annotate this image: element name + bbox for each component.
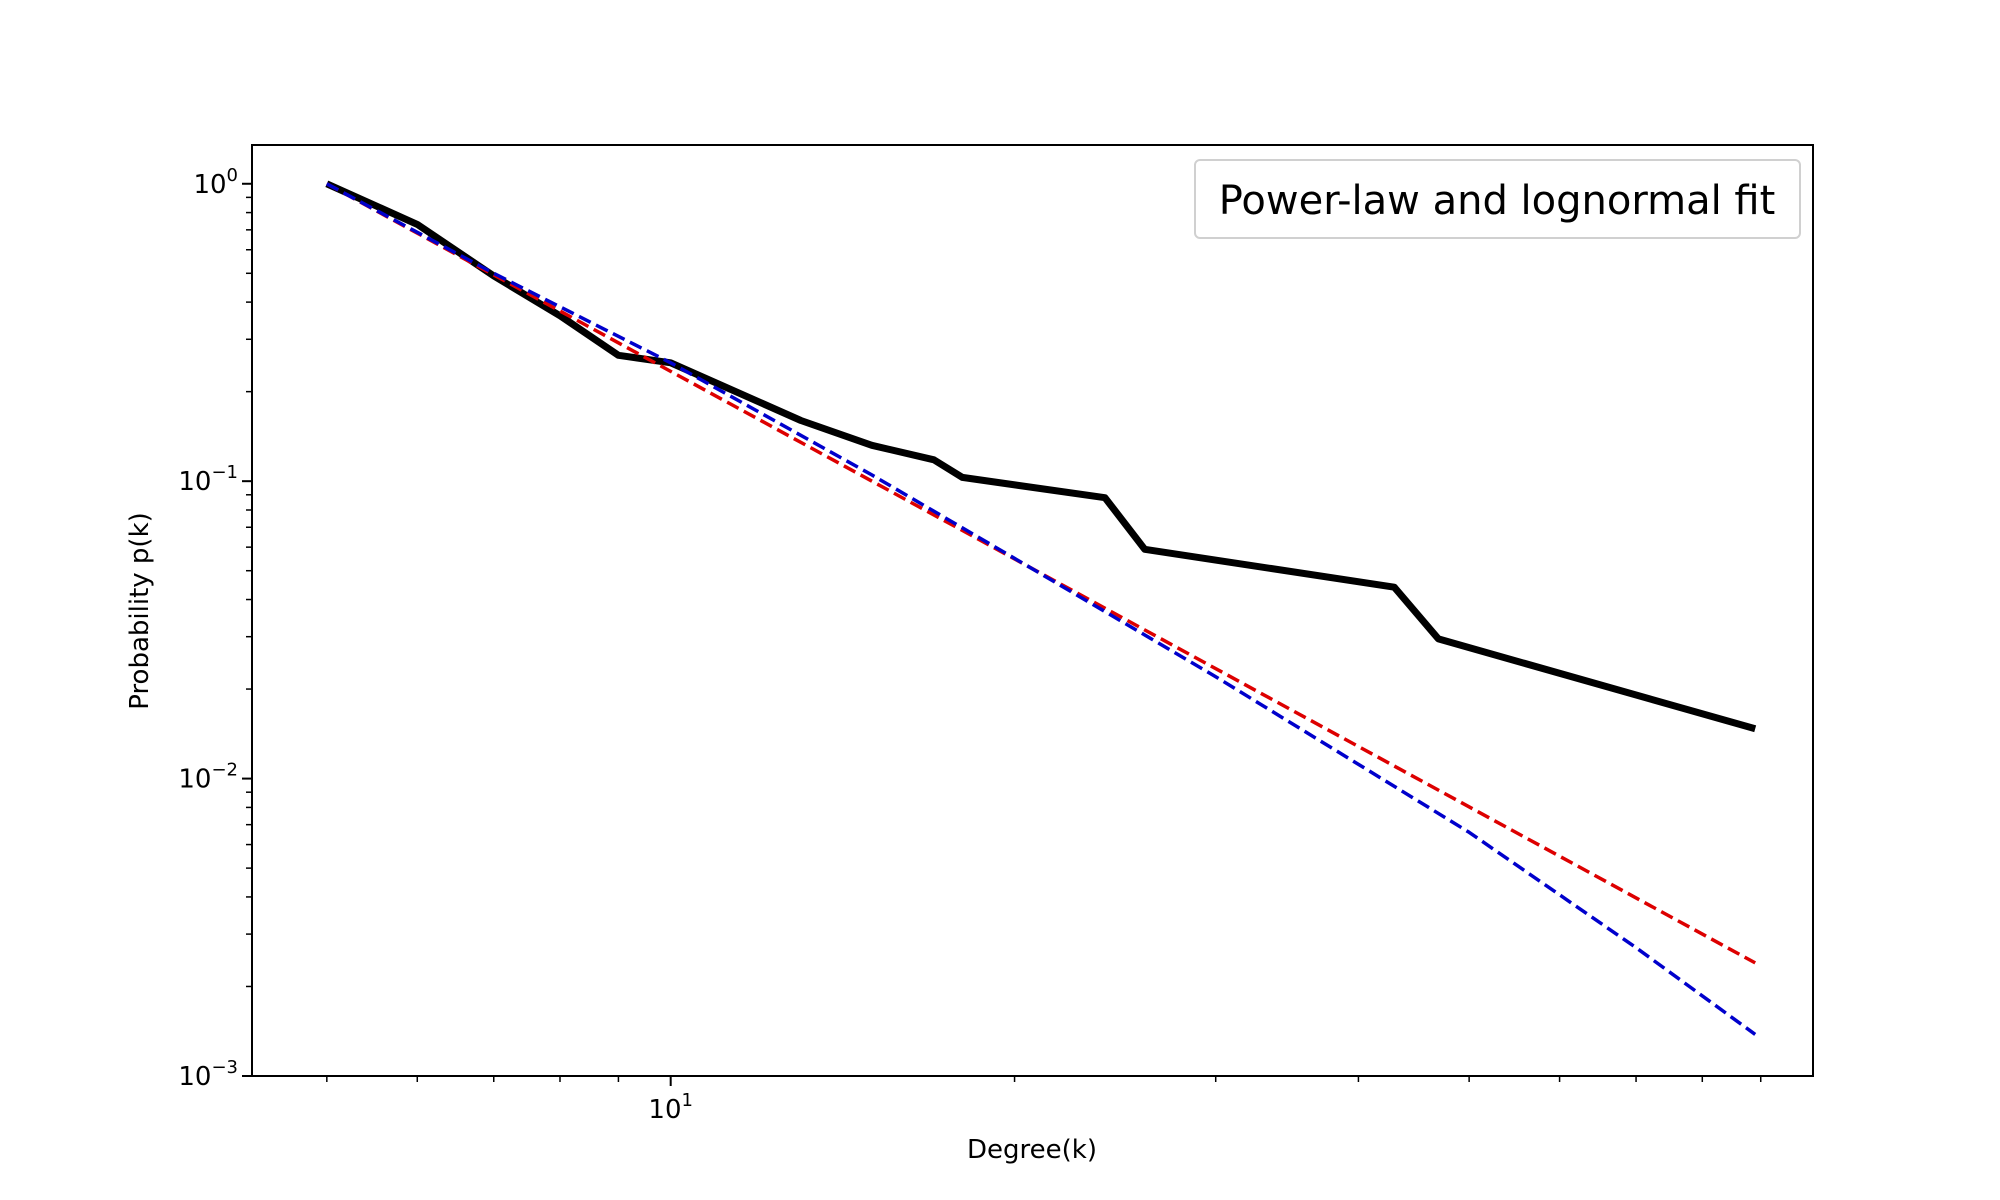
x-axis-label: Degree(k) [967, 1135, 1097, 1165]
y-axis-label: Probability p(k) [125, 512, 155, 710]
plot-frame [251, 144, 1814, 1077]
series-line-1 [325, 180, 1757, 733]
y-tick-label: 10−3 [178, 1057, 238, 1092]
legend-title: Power-law and lognormal fit [1219, 178, 1776, 224]
axis-ticks: 100 10−1 10−2 10−3 101 [178, 165, 1762, 1125]
legend-box [1194, 159, 1801, 239]
y-tick-label: 10−2 [178, 760, 238, 795]
y-tick-label: 10−1 [178, 462, 238, 497]
x-tick-label: 101 [648, 1090, 693, 1125]
legend: Power-law and lognormal fit [1194, 159, 1801, 239]
series-line-2 [325, 182, 1757, 965]
y-tick-label: 100 [193, 165, 238, 200]
series-line-3 [325, 182, 1757, 1036]
plot-lines [325, 180, 1757, 1036]
